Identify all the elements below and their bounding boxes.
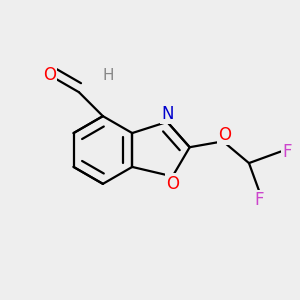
Text: F: F xyxy=(283,142,292,160)
Text: H: H xyxy=(103,68,114,83)
Text: O: O xyxy=(43,66,56,84)
Text: O: O xyxy=(166,175,179,193)
Text: O: O xyxy=(218,126,231,144)
Text: F: F xyxy=(254,191,264,209)
Text: N: N xyxy=(161,105,173,123)
